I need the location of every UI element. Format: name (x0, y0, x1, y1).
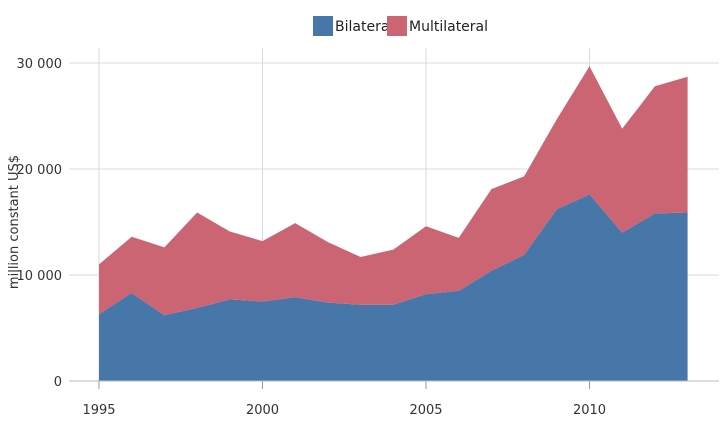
x-tick-label: 1995 (82, 403, 115, 418)
plot-area (99, 66, 688, 381)
legend-swatch-multilateral (387, 16, 407, 36)
y-axis-label: million constant US$ (7, 155, 22, 289)
y-tick-label: 20 000 (17, 163, 63, 178)
x-tick-label: 2005 (409, 403, 442, 418)
legend-label-multilateral: Multilateral (409, 19, 488, 35)
legend: Bilateral Multilateral (313, 16, 488, 36)
area-series-bilateral (99, 194, 688, 381)
area-series-multilateral (99, 66, 688, 316)
y-tick-label: 0 (54, 375, 62, 390)
x-tick-label: 2010 (573, 403, 606, 418)
legend-label-bilateral: Bilateral (335, 19, 393, 35)
x-tick-label: 2000 (246, 403, 279, 418)
legend-swatch-bilateral (313, 16, 333, 36)
axes: 0 10 000 20 000 30 000 1995 2000 2005 2010 (17, 57, 719, 418)
y-tick-label: 10 000 (17, 269, 63, 284)
y-tick-label: 30 000 (17, 57, 63, 72)
